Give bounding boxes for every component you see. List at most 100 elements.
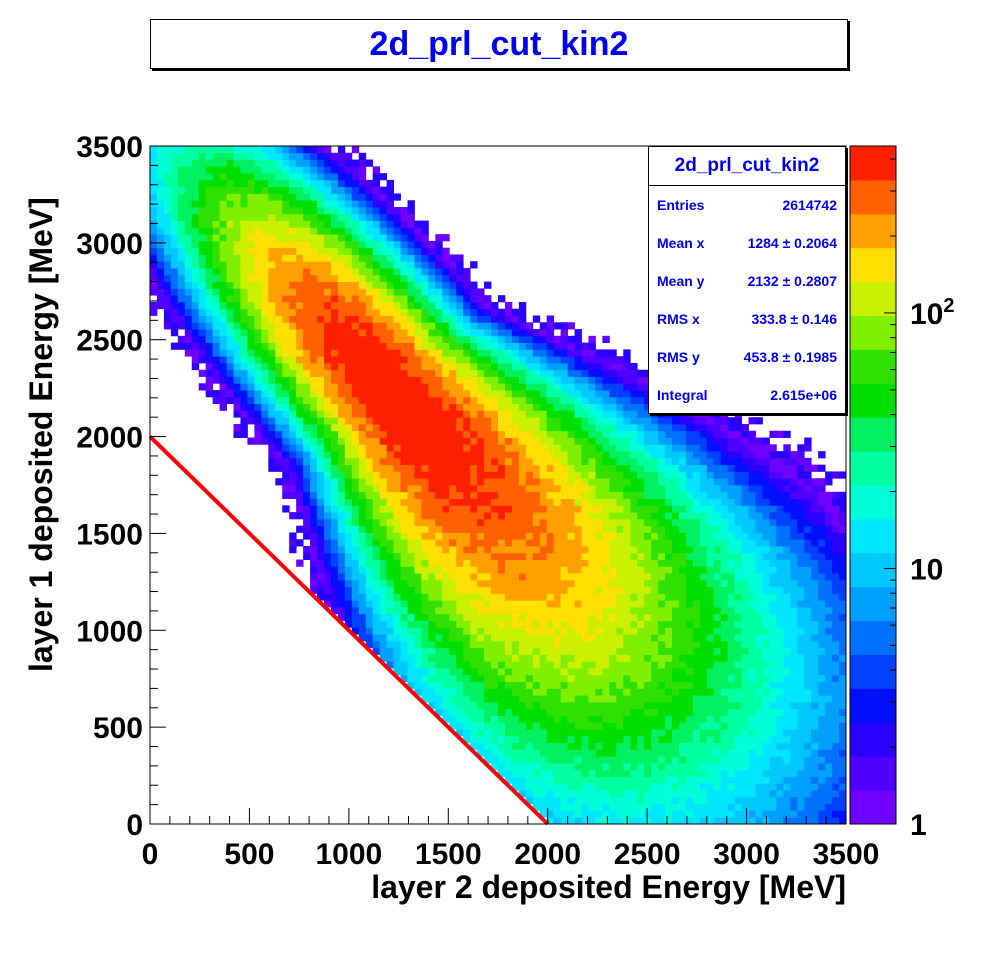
heatmap-cell [435, 546, 443, 554]
heatmap-cell [344, 464, 353, 472]
heatmap-cell [463, 654, 471, 662]
heatmap-cell [407, 315, 415, 323]
heatmap-cell [247, 390, 255, 398]
heatmap-cell [191, 261, 200, 269]
heatmap-cell [414, 518, 422, 527]
heatmap-cell [609, 668, 617, 676]
heatmap-cell [344, 240, 353, 249]
heatmap-cell [310, 444, 318, 452]
heatmap-cell [261, 430, 269, 438]
heatmap-cell [637, 790, 645, 798]
heatmap-cell [442, 329, 450, 337]
heatmap-cell [358, 579, 367, 588]
heatmap-cell [386, 430, 394, 438]
heatmap-cell [602, 620, 610, 628]
heatmap-cell [421, 335, 429, 344]
heatmap-cell [651, 410, 659, 418]
heatmap-cell [463, 329, 471, 337]
heatmap-cell [539, 735, 548, 744]
heatmap-cell [310, 254, 318, 262]
heatmap-cell [581, 796, 589, 805]
heatmap-cell [595, 783, 603, 791]
heatmap-cell [602, 512, 610, 520]
heatmap-cell [337, 600, 346, 608]
heatmap-cell [630, 559, 638, 567]
heatmap-cell [699, 729, 708, 737]
heatmap-cell [365, 356, 374, 364]
heatmap-cell [560, 661, 568, 669]
heatmap-cell [344, 525, 353, 533]
heatmap-cell [546, 525, 555, 533]
heatmap-cell [699, 776, 708, 784]
heatmap-cell [254, 349, 262, 357]
heatmap-cell [212, 159, 220, 167]
heatmap-cell [421, 674, 429, 683]
heatmap-cell [365, 423, 374, 432]
heatmap-cell [685, 430, 694, 438]
heatmap-cell [156, 227, 165, 235]
heatmap-cell [602, 525, 610, 533]
heatmap-cell [525, 661, 534, 669]
heatmap-cell [324, 573, 332, 581]
heatmap-cell [226, 274, 234, 282]
heatmap-cell [672, 607, 680, 615]
heatmap-cell [651, 769, 659, 777]
heatmap-cell [303, 457, 311, 466]
heatmap-cell [463, 525, 471, 533]
heatmap-cell [393, 342, 401, 350]
heatmap-cell [567, 661, 575, 669]
heatmap-cell [400, 485, 408, 493]
heatmap-cell [421, 485, 429, 493]
heatmap-cell [393, 281, 401, 289]
heatmap-cell [546, 708, 555, 716]
heatmap-cell [699, 552, 708, 560]
heatmap-cell [685, 485, 694, 493]
heatmap-cell [379, 640, 388, 649]
heatmap-cell [358, 491, 367, 499]
heatmap-cell [310, 295, 318, 303]
heatmap-cell [678, 478, 687, 486]
heatmap-cell [532, 640, 541, 649]
heatmap-cell [623, 742, 631, 750]
heatmap-cell [637, 566, 645, 574]
heatmap-cell [435, 620, 443, 628]
heatmap-cell [177, 322, 186, 330]
heatmap-cell [407, 505, 415, 513]
heatmap-cell [637, 423, 645, 432]
heatmap-cell [191, 342, 200, 350]
heatmap-cell [379, 403, 388, 411]
heatmap-cell [630, 688, 638, 696]
heatmap-cell [379, 634, 388, 642]
heatmap-cell [525, 349, 534, 357]
heatmap-cell [616, 518, 624, 527]
heatmap-cell [463, 735, 471, 744]
heatmap-cell [358, 376, 367, 384]
heatmap-cell [553, 607, 562, 615]
heatmap-cell [525, 607, 534, 615]
heatmap-cell [254, 173, 262, 181]
heatmap-cell [630, 396, 638, 405]
heatmap-cell [421, 559, 429, 567]
heatmap-cell [567, 362, 575, 371]
heatmap-cell [567, 539, 575, 547]
heatmap-cell [477, 735, 485, 744]
heatmap-cell [539, 573, 548, 581]
heatmap-cell [296, 430, 304, 438]
heatmap-cell [553, 485, 562, 493]
heatmap-cell [184, 315, 193, 323]
heatmap-cell [560, 600, 568, 608]
heatmap-cell [616, 498, 624, 506]
heatmap-cell [421, 498, 429, 506]
heatmap-cell [498, 715, 506, 723]
heatmap-cell [546, 471, 555, 479]
heatmap-cell [226, 220, 234, 228]
heatmap-cell [574, 566, 582, 574]
heatmap-cell [504, 776, 513, 784]
heatmap-cell [637, 681, 645, 689]
heatmap-cell [379, 485, 388, 493]
heatmap-cell [511, 620, 520, 628]
heatmap-cell [268, 451, 276, 459]
heatmap-cell [602, 362, 610, 371]
heatmap-cell [310, 423, 318, 432]
heatmap-cell [477, 308, 485, 316]
